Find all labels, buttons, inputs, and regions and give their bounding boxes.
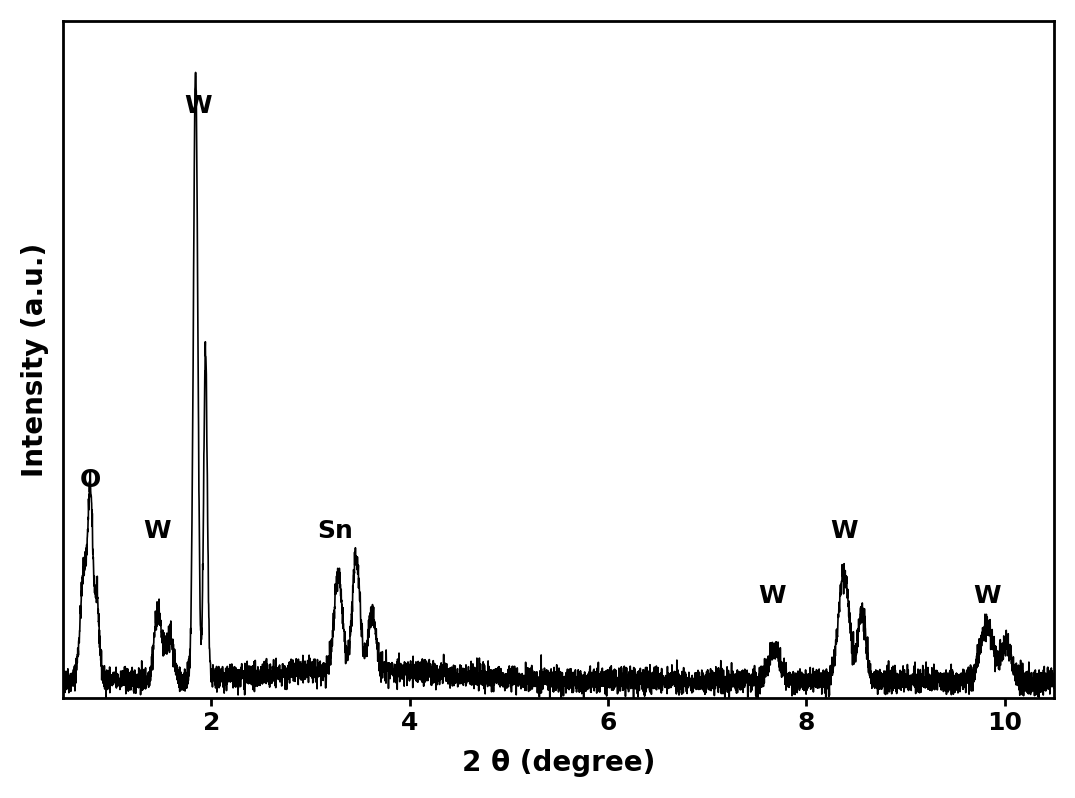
Text: O: O [80,468,101,492]
Text: Sn: Sn [317,519,354,543]
Text: W: W [185,93,213,117]
Text: W: W [973,584,1001,608]
Y-axis label: Intensity (a.u.): Intensity (a.u.) [20,243,48,476]
Text: W: W [143,519,171,543]
X-axis label: 2 θ (degree): 2 θ (degree) [462,749,655,777]
Text: W: W [758,584,786,608]
Text: W: W [830,519,858,543]
